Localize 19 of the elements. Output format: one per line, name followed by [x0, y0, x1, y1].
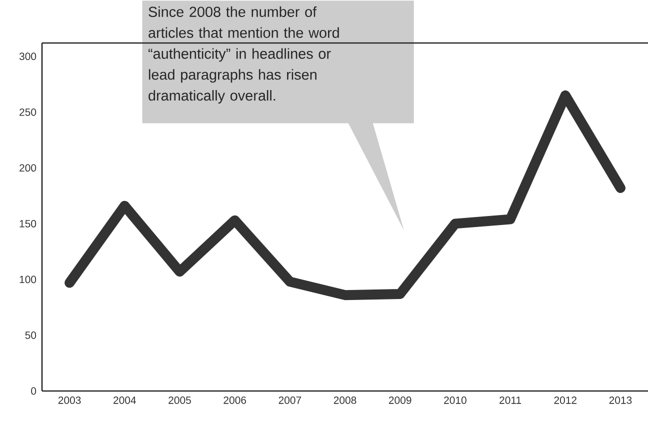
x-tick-label: 2013 [609, 396, 632, 404]
x-tick-label: 2005 [168, 396, 191, 404]
y-tick-label: 100 [20, 276, 36, 284]
x-tick-label: 2009 [388, 396, 412, 404]
x-tick-label: 2012 [554, 396, 576, 404]
x-tick-label: 2003 [58, 396, 81, 404]
y-tick-label: 250 [20, 108, 36, 116]
x-tick-label: 2004 [114, 396, 136, 404]
y-tick-label: 150 [20, 220, 36, 228]
y-tick-label: 50 [25, 332, 36, 339]
x-tick-label: 2007 [278, 396, 302, 404]
x-tick-label: 2008 [334, 396, 356, 404]
x-tick-label: 2011 [500, 396, 522, 404]
x-tick-label: 2006 [224, 396, 246, 404]
y-tick-label: 0 [31, 387, 36, 395]
y-tick-label: 200 [20, 164, 36, 172]
y-tick-label: 300 [19, 52, 36, 60]
annotation: Since 2008 the number of articles that mention the word “authenticity” in headlines or lead paragraphs has risen dramatically overall. [148, 6, 339, 104]
x-tick-label: 2010 [444, 396, 466, 404]
